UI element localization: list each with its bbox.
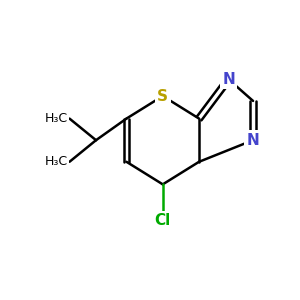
Text: S: S xyxy=(157,88,168,104)
Text: H₃C: H₃C xyxy=(44,112,68,125)
Text: H: H xyxy=(58,112,68,125)
Text: Cl: Cl xyxy=(154,213,171,228)
Text: N: N xyxy=(247,133,260,148)
Text: H₃C: H₃C xyxy=(44,155,68,168)
Text: N: N xyxy=(222,72,235,87)
